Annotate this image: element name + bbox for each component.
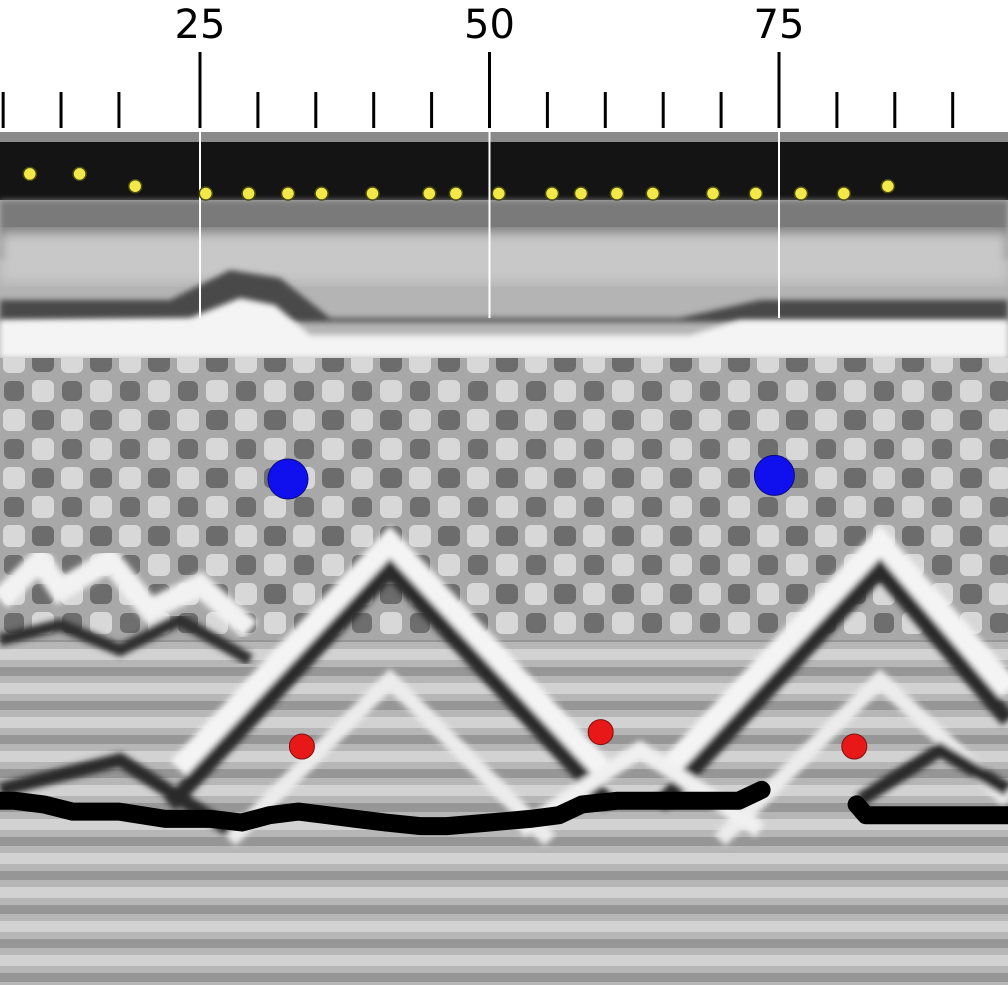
interface-line <box>0 780 1008 836</box>
surface-point <box>748 186 764 201</box>
surface-point <box>609 186 625 201</box>
surface-point <box>880 178 896 194</box>
apex-point <box>753 454 795 496</box>
surface-point <box>198 186 214 201</box>
surface-point <box>793 186 809 201</box>
interface-line-segment <box>0 780 771 836</box>
surface-point <box>72 166 87 182</box>
surface-point <box>836 186 852 201</box>
surface-point <box>241 186 256 201</box>
deep-point <box>288 733 315 760</box>
x-tick-label: 50 <box>464 2 515 48</box>
surface-point <box>544 186 560 201</box>
data-points <box>22 166 896 760</box>
surface-point <box>705 186 721 201</box>
surface-point <box>491 186 507 201</box>
interface-line-segment <box>847 795 1008 825</box>
distance-axis: 25 50 75 <box>1 2 955 128</box>
x-tick-label: 25 <box>175 2 226 48</box>
surface-point <box>314 186 329 201</box>
major-gridlines <box>199 132 780 318</box>
surface-point <box>645 186 661 201</box>
surface-point <box>365 186 380 201</box>
surface-point <box>22 166 38 182</box>
surface-point <box>280 186 296 201</box>
surface-point <box>448 186 464 201</box>
surface-point <box>573 186 589 201</box>
x-tick-label: 75 <box>754 2 805 48</box>
surface-point <box>422 186 437 201</box>
deep-point <box>841 733 868 760</box>
surface-point <box>127 178 143 194</box>
deep-point <box>587 719 614 746</box>
apex-point <box>267 458 309 500</box>
